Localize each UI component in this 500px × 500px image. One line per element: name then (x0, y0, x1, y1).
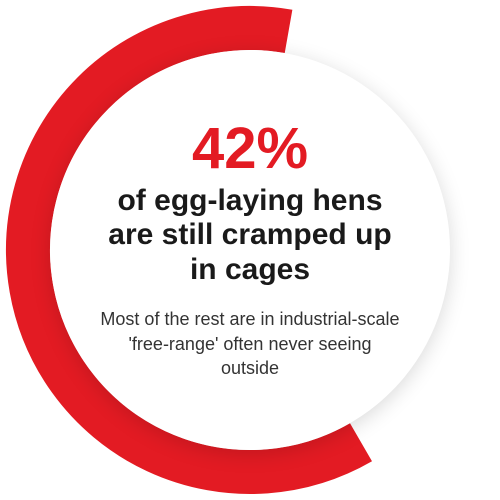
stat-subtext: Most of the rest are in industrial-scale… (100, 307, 400, 380)
stat-heading: of egg-laying hens are still cramped up … (100, 184, 400, 288)
infographic-container: 42% of egg-laying hens are still cramped… (0, 0, 500, 500)
stat-circle: 42% of egg-laying hens are still cramped… (50, 50, 450, 450)
percent-value: 42% (192, 120, 308, 178)
